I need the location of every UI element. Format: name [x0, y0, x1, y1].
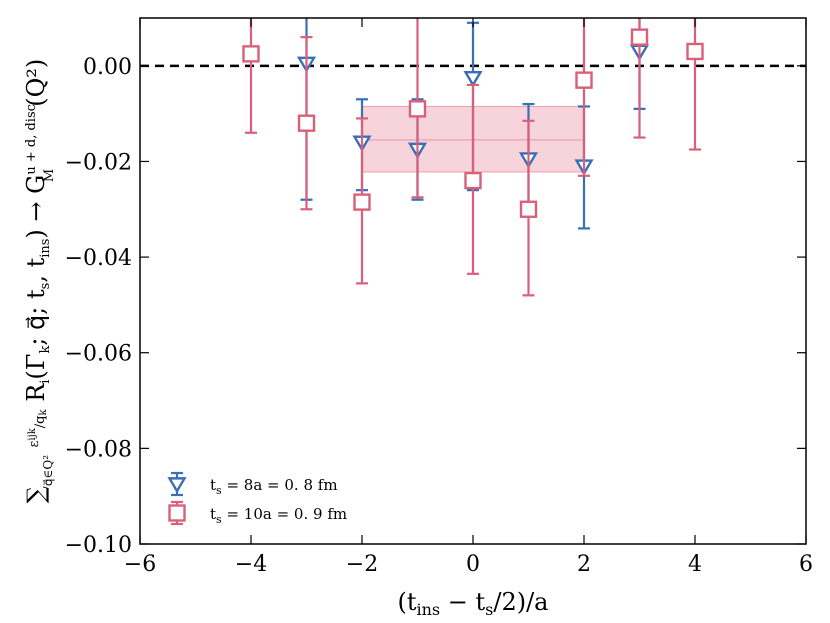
legend-entry-2: ts = 10a = 0. 9 fm	[168, 500, 347, 526]
x-axis-title: (tins − ts/2)/a	[397, 588, 548, 619]
data-point-square	[353, 193, 371, 211]
y-tick-label: −0.08	[65, 437, 132, 462]
x-tick-label: 2	[577, 552, 591, 577]
data-point-square	[630, 28, 649, 46]
svg-text:∑q⃗∈Q² εijk/qk Ri(Γk; q⃗; ts,: ∑q⃗∈Q² εijk/qk Ri(Γk; q⃗; ts, tins) → Gu…	[22, 59, 57, 504]
data-point-square	[408, 100, 427, 118]
x-tick-label: −2	[346, 552, 378, 577]
y-axis-title: ∑q⃗∈Q² εijk/qk Ri(Γk; q⃗; ts, tins) → Gu…	[22, 59, 57, 504]
x-tick-label: 4	[688, 552, 702, 577]
data-point-square	[464, 171, 482, 190]
data-point-square	[686, 42, 704, 61]
legend: ts = 8a = 0. 8 fm ts = 10a = 0. 9 fm	[167, 471, 347, 526]
legend-marker-square	[168, 504, 186, 522]
y-tick-label: −0.06	[65, 342, 132, 367]
legend-label: ts = 10a = 0. 9 fm	[210, 505, 347, 526]
data-point-triangle	[463, 70, 483, 88]
y-tick-label: −0.10	[65, 533, 132, 558]
x-tick-label: 0	[466, 552, 480, 577]
legend-label: ts = 8a = 0. 8 fm	[210, 476, 338, 497]
series-2	[242, 18, 704, 297]
y-tick-label: −0.02	[65, 150, 132, 175]
data-point-square	[242, 45, 260, 63]
data-point-square	[575, 71, 593, 89]
y-tick-label: −0.04	[65, 246, 132, 271]
x-tick-label: 6	[799, 552, 813, 577]
ticks-layer: −6 −4 −2 0 2 4 6 0.00 −0.02 −0.04 −0.06 −0.08 −0.10	[65, 18, 813, 577]
x-tick-label: −4	[235, 552, 267, 577]
data-point-square	[519, 200, 538, 218]
x-tick-label: −6	[124, 552, 156, 577]
legend-marker-triangle	[167, 477, 187, 494]
y-tick-label: 0.00	[83, 55, 132, 80]
legend-entry-1: ts = 8a = 0. 8 fm	[167, 471, 338, 497]
data-point-square	[297, 114, 316, 132]
series-layer	[242, 18, 704, 297]
